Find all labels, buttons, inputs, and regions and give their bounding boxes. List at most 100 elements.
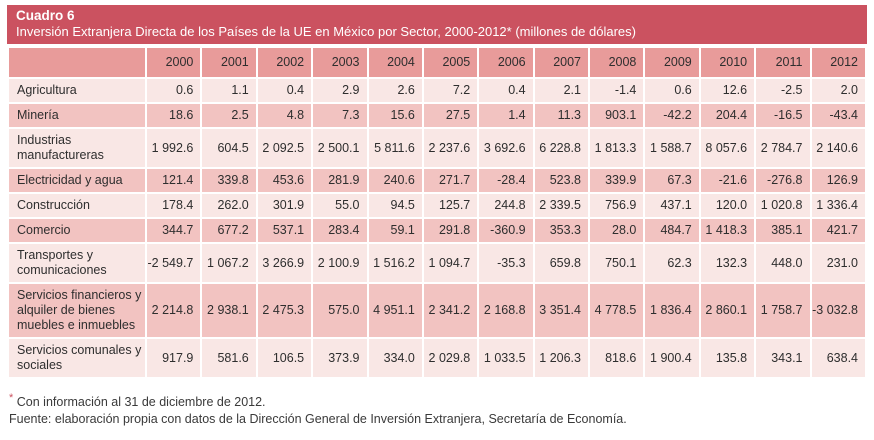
value-cell: 437.1 [643, 192, 701, 219]
sector-label: Agricultura [7, 77, 147, 104]
value-cell: 4 778.5 [587, 282, 646, 339]
value-cell: 94.5 [366, 192, 424, 219]
table-row: Minería 18.6 2.5 4.8 7.3 15.6 27.5 1.4 11.3 903.1… [7, 102, 867, 129]
value-cell: 2 860.1 [698, 282, 757, 339]
value-cell: 1 336.4 [809, 192, 867, 219]
value-cell: -42.2 [643, 102, 701, 129]
value-cell: 917.9 [144, 337, 203, 379]
value-cell: 1 033.5 [477, 337, 535, 379]
value-cell: 818.6 [587, 337, 646, 379]
value-cell: 59.1 [366, 217, 424, 244]
value-cell: 638.4 [809, 337, 867, 379]
table-row: Servicios comunales y sociales 917.9 581.6… [7, 337, 867, 379]
value-cell: 4.8 [255, 102, 314, 129]
value-cell: 1 900.4 [643, 337, 701, 379]
table-row: Construcción 178.4 262.0 301.9 55.0 94.5 125.7… [7, 192, 867, 219]
value-cell: -21.6 [698, 167, 757, 194]
value-cell: 1 992.6 [144, 127, 203, 169]
value-cell: 281.9 [311, 167, 369, 194]
value-cell: 2 029.8 [421, 337, 480, 379]
value-cell: 135.8 [698, 337, 757, 379]
value-cell: 2 475.3 [255, 282, 314, 339]
value-cell: 2 237.6 [421, 127, 480, 169]
value-cell: 18.6 [144, 102, 203, 129]
table-number-title: Cuadro 6 [16, 8, 75, 23]
value-cell: 343.1 [754, 337, 812, 379]
year-header-2012: 2012 [809, 46, 867, 79]
value-cell: 385.1 [754, 217, 812, 244]
value-cell: 2.5 [200, 102, 258, 129]
value-cell: 3 351.4 [532, 282, 591, 339]
value-cell: 3 266.9 [255, 242, 314, 284]
value-cell: 0.4 [255, 77, 314, 104]
value-cell: 353.3 [532, 217, 591, 244]
footnotes: * Con información al 31 de diciembre de … [7, 390, 867, 428]
year-header-2005: 2005 [421, 46, 480, 79]
sector-label: Servicios financieros y alquiler de bien… [7, 282, 147, 339]
value-cell: 523.8 [532, 167, 591, 194]
value-cell: 0.4 [477, 77, 535, 104]
year-header-2001: 2001 [200, 46, 258, 79]
year-header-2000: 2000 [144, 46, 203, 79]
value-cell: 262.0 [200, 192, 258, 219]
value-cell: 2 214.8 [144, 282, 203, 339]
table-body: Agricultura 0.6 1.1 0.4 2.9 2.6 7.2 0.4 2.1 -1.4 0… [7, 77, 867, 379]
sector-label: Construcción [7, 192, 147, 219]
sector-label: Industrias manufactureras [7, 127, 147, 169]
year-header-2008: 2008 [587, 46, 646, 79]
value-cell: 12.6 [698, 77, 757, 104]
year-header-2010: 2010 [698, 46, 757, 79]
table-row: Transportes y comunicaciones -2 549.7 1 06… [7, 242, 867, 284]
table-row: Agricultura 0.6 1.1 0.4 2.9 2.6 7.2 0.4 2.1 -1.4 0… [7, 77, 867, 104]
value-cell: 1 094.7 [421, 242, 480, 284]
value-cell: 0.6 [144, 77, 203, 104]
value-cell: 240.6 [366, 167, 424, 194]
value-cell: 27.5 [421, 102, 480, 129]
value-cell: 677.2 [200, 217, 258, 244]
value-cell: 3 692.6 [477, 127, 535, 169]
value-cell: -2.5 [754, 77, 812, 104]
value-cell: 1 516.2 [366, 242, 424, 284]
value-cell: 2 500.1 [311, 127, 369, 169]
value-cell: 2 092.5 [255, 127, 314, 169]
year-header-2004: 2004 [366, 46, 424, 79]
value-cell: 1 758.7 [754, 282, 812, 339]
footnote-note: * Con información al 31 de diciembre de … [9, 390, 867, 411]
value-cell: 283.4 [311, 217, 369, 244]
value-cell: 2.1 [532, 77, 591, 104]
value-cell: 106.5 [255, 337, 314, 379]
value-cell: 604.5 [200, 127, 258, 169]
value-cell: 120.0 [698, 192, 757, 219]
value-cell: 2.9 [311, 77, 369, 104]
table-row: Industrias manufactureras 1 992.6 604.5 2 0… [7, 127, 867, 169]
value-cell: 231.0 [809, 242, 867, 284]
value-cell: 1 418.3 [698, 217, 757, 244]
value-cell: 1 206.3 [532, 337, 591, 379]
value-cell: 8 057.6 [698, 127, 757, 169]
value-cell: 903.1 [587, 102, 646, 129]
value-cell: 2 341.2 [421, 282, 480, 339]
value-cell: 204.4 [698, 102, 757, 129]
value-cell: 2.0 [809, 77, 867, 104]
year-header-2007: 2007 [532, 46, 591, 79]
value-cell: 2 938.1 [200, 282, 258, 339]
value-cell: 6 228.8 [532, 127, 591, 169]
value-cell: 339.8 [200, 167, 258, 194]
value-cell: 344.7 [144, 217, 203, 244]
asterisk-marker: * [9, 392, 14, 404]
year-header-2003: 2003 [311, 46, 369, 79]
value-cell: 1.4 [477, 102, 535, 129]
value-cell: 126.9 [809, 167, 867, 194]
value-cell: 178.4 [144, 192, 203, 219]
value-cell: 121.4 [144, 167, 203, 194]
value-cell: 448.0 [754, 242, 812, 284]
value-cell: 750.1 [587, 242, 646, 284]
year-header-2002: 2002 [255, 46, 314, 79]
value-cell: 1 588.7 [643, 127, 701, 169]
value-cell: 484.7 [643, 217, 701, 244]
footnote-note-text: Con información al 31 de diciembre de 20… [16, 395, 266, 410]
value-cell: -16.5 [754, 102, 812, 129]
value-cell: 244.8 [477, 192, 535, 219]
value-cell: 2 140.6 [809, 127, 867, 169]
